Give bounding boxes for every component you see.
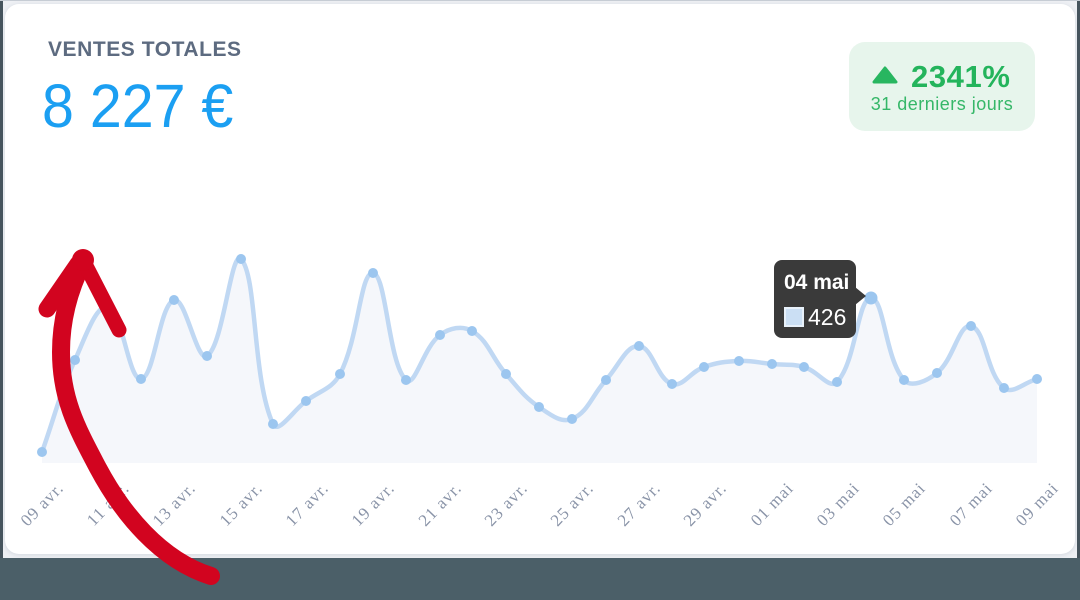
svg-text:17 avr.: 17 avr.: [282, 478, 333, 530]
svg-text:23 avr.: 23 avr.: [481, 478, 532, 530]
svg-text:21 avr.: 21 avr.: [415, 478, 466, 530]
svg-text:09 mai: 09 mai: [1012, 479, 1062, 530]
svg-text:19 avr.: 19 avr.: [348, 478, 399, 530]
svg-text:29 avr.: 29 avr.: [680, 478, 731, 530]
svg-text:03 mai: 03 mai: [813, 479, 863, 530]
svg-text:27 avr.: 27 avr.: [614, 478, 665, 530]
svg-text:25 avr.: 25 avr.: [547, 478, 598, 530]
svg-text:01 mai: 01 mai: [747, 479, 797, 530]
svg-text:15 avr.: 15 avr.: [216, 478, 267, 530]
svg-text:07 mai: 07 mai: [946, 479, 996, 530]
svg-text:05 mai: 05 mai: [879, 479, 929, 530]
svg-text:13 avr.: 13 avr.: [149, 478, 200, 530]
svg-text:09 avr.: 09 avr.: [17, 478, 68, 530]
